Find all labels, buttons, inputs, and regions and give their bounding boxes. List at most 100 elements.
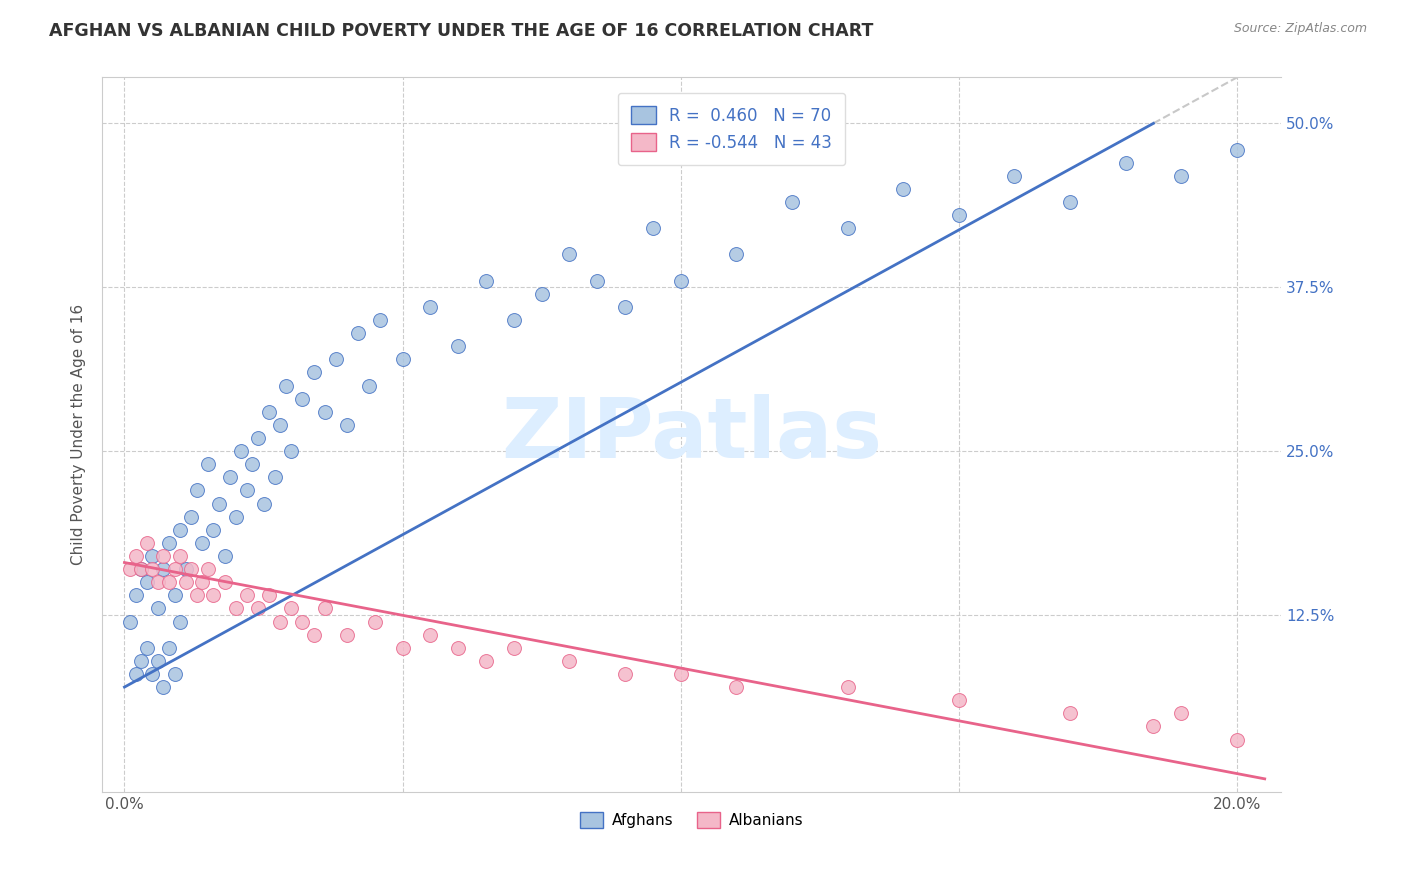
Point bbox=[157, 536, 180, 550]
Point bbox=[1059, 706, 1081, 721]
Point bbox=[1142, 719, 1164, 733]
Point bbox=[197, 562, 219, 576]
Point bbox=[202, 523, 225, 537]
Point bbox=[163, 562, 186, 576]
Point bbox=[163, 588, 186, 602]
Point bbox=[1170, 706, 1192, 721]
Point bbox=[174, 575, 197, 590]
Point bbox=[257, 405, 280, 419]
Point bbox=[359, 378, 381, 392]
Point bbox=[252, 496, 274, 510]
Point bbox=[180, 562, 202, 576]
Point bbox=[146, 654, 169, 668]
Point bbox=[364, 615, 387, 629]
Point bbox=[246, 431, 269, 445]
Point bbox=[614, 300, 637, 314]
Point bbox=[146, 601, 169, 615]
Point bbox=[336, 627, 359, 641]
Point bbox=[157, 575, 180, 590]
Point bbox=[1281, 155, 1303, 169]
Point bbox=[191, 536, 214, 550]
Y-axis label: Child Poverty Under the Age of 16: Child Poverty Under the Age of 16 bbox=[72, 304, 86, 566]
Point bbox=[948, 693, 970, 707]
Point bbox=[725, 247, 748, 261]
Point bbox=[135, 536, 157, 550]
Point bbox=[197, 457, 219, 471]
Point bbox=[202, 588, 225, 602]
Point bbox=[214, 575, 236, 590]
Point bbox=[141, 562, 163, 576]
Point bbox=[291, 392, 314, 406]
Point bbox=[391, 640, 413, 655]
Point bbox=[225, 509, 247, 524]
Point bbox=[124, 588, 146, 602]
Point bbox=[891, 182, 914, 196]
Point bbox=[558, 654, 581, 668]
Text: AFGHAN VS ALBANIAN CHILD POVERTY UNDER THE AGE OF 16 CORRELATION CHART: AFGHAN VS ALBANIAN CHILD POVERTY UNDER T… bbox=[49, 22, 873, 40]
Point bbox=[280, 444, 302, 458]
Point bbox=[1002, 169, 1025, 183]
Point bbox=[118, 562, 141, 576]
Point bbox=[1170, 169, 1192, 183]
Point bbox=[314, 601, 336, 615]
Point bbox=[214, 549, 236, 563]
Point bbox=[269, 615, 291, 629]
Point bbox=[368, 313, 391, 327]
Point bbox=[257, 588, 280, 602]
Point bbox=[291, 615, 314, 629]
Point bbox=[274, 378, 297, 392]
Point bbox=[124, 549, 146, 563]
Point bbox=[186, 588, 208, 602]
Point bbox=[837, 221, 859, 235]
Point bbox=[1115, 155, 1137, 169]
Point bbox=[725, 680, 748, 694]
Point bbox=[502, 313, 524, 327]
Point bbox=[236, 483, 259, 498]
Point bbox=[124, 667, 146, 681]
Point bbox=[169, 523, 191, 537]
Point bbox=[225, 601, 247, 615]
Point bbox=[530, 286, 553, 301]
Point bbox=[558, 247, 581, 261]
Point bbox=[263, 470, 285, 484]
Point bbox=[242, 457, 264, 471]
Point bbox=[475, 654, 498, 668]
Point bbox=[325, 352, 347, 367]
Point bbox=[780, 194, 803, 209]
Point bbox=[475, 274, 498, 288]
Point bbox=[314, 405, 336, 419]
Point bbox=[219, 470, 242, 484]
Point bbox=[191, 575, 214, 590]
Point bbox=[146, 575, 169, 590]
Point bbox=[169, 549, 191, 563]
Point bbox=[174, 562, 197, 576]
Point bbox=[1226, 732, 1249, 747]
Point bbox=[641, 221, 664, 235]
Text: ZIPatlas: ZIPatlas bbox=[502, 394, 883, 475]
Point bbox=[163, 667, 186, 681]
Point bbox=[669, 667, 692, 681]
Text: Source: ZipAtlas.com: Source: ZipAtlas.com bbox=[1233, 22, 1367, 36]
Point bbox=[336, 417, 359, 432]
Point bbox=[152, 549, 174, 563]
Point bbox=[586, 274, 609, 288]
Point bbox=[157, 640, 180, 655]
Point bbox=[269, 417, 291, 432]
Point bbox=[447, 339, 470, 353]
Point bbox=[1059, 194, 1081, 209]
Point bbox=[129, 562, 152, 576]
Point bbox=[419, 627, 441, 641]
Point bbox=[118, 615, 141, 629]
Point bbox=[837, 680, 859, 694]
Point bbox=[447, 640, 470, 655]
Point bbox=[1226, 143, 1249, 157]
Point bbox=[129, 654, 152, 668]
Point bbox=[302, 366, 325, 380]
Point bbox=[135, 575, 157, 590]
Legend: Afghans, Albanians: Afghans, Albanians bbox=[574, 806, 810, 834]
Point bbox=[614, 667, 637, 681]
Point bbox=[141, 549, 163, 563]
Point bbox=[948, 208, 970, 222]
Point bbox=[135, 640, 157, 655]
Point bbox=[186, 483, 208, 498]
